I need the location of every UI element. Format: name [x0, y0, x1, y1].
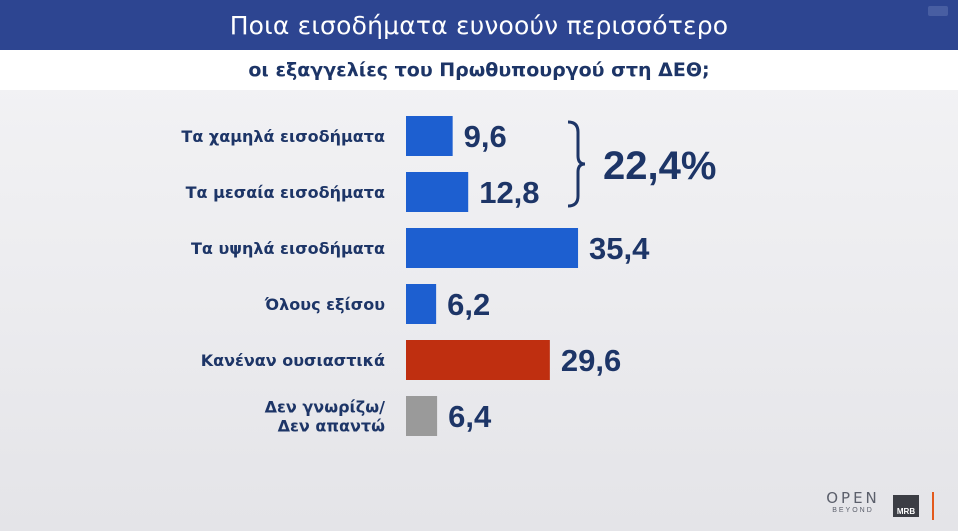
category-label-2: Τα μεσαία εισοδήματα — [186, 183, 385, 202]
logo-open-text: OPEN — [826, 489, 880, 507]
category-label-1: Τα χαμηλά εισοδήματα — [181, 127, 385, 146]
value-label-3: 35,4 — [589, 231, 650, 266]
mrb-logo: MRB — [893, 495, 919, 517]
chart-subtitle: οι εξαγγελίες του Πρωθυπουργού στη ΔΕΘ; — [248, 59, 710, 81]
open-beyond-logo: OPEN BEYOND — [822, 490, 884, 515]
category-label-3: Τα υψηλά εισοδήματα — [191, 239, 385, 258]
chart-title: Ποια εισοδήματα ευνοούν περισσότερο — [229, 10, 729, 40]
value-label-5: 29,6 — [561, 343, 621, 378]
annotation-bracket — [567, 120, 586, 208]
value-label-6: 6,4 — [448, 399, 492, 434]
bar-6 — [406, 396, 438, 436]
subtitle-band: οι εξαγγελίες του Πρωθυπουργού στη ΔΕΘ; — [0, 50, 958, 90]
value-label-1: 9,6 — [464, 119, 507, 154]
annotation-total-label: 22,4% — [603, 144, 716, 188]
value-label-2: 12,8 — [479, 175, 539, 210]
bar-4 — [406, 284, 437, 324]
bar-1 — [406, 116, 453, 156]
value-label-4: 6,2 — [447, 287, 490, 322]
bar-2 — [406, 172, 469, 212]
title-band: Ποια εισοδήματα ευνοούν περισσότερο — [0, 0, 958, 50]
category-label-6-line-2: Δεν απαντώ — [278, 417, 386, 436]
bar-3 — [406, 228, 579, 268]
category-label-4: Όλους εξίσου — [264, 295, 385, 314]
corner-indicator — [928, 6, 948, 16]
bar-5 — [406, 340, 550, 380]
logo-beyond-text: BEYOND — [832, 507, 874, 514]
category-label-6-line-1: Δεν γνωρίζω/ — [265, 398, 386, 417]
logo-divider — [932, 492, 934, 520]
category-label-5: Κανέναν ουσιαστικά — [201, 351, 385, 370]
